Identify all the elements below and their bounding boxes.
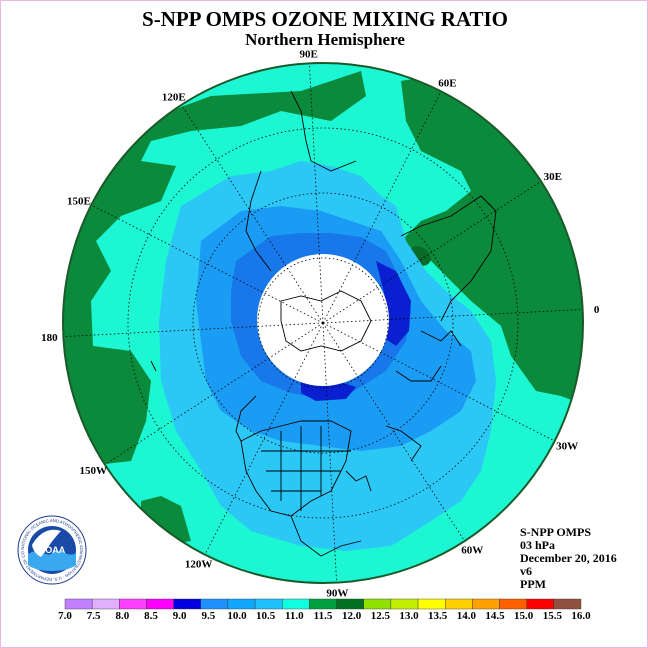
latitude-circle (192, 192, 454, 454)
noaa-logo: NOAA NATIONAL OCEANIC AND ATMOSPHERIC AD… (17, 515, 87, 585)
meridian-line (63, 322, 324, 338)
meridian-line (322, 322, 465, 542)
colorbar-tick-label: 10.5 (256, 610, 276, 622)
colorbar-swatch (119, 598, 147, 610)
longitude-label: 60E (438, 77, 456, 89)
meridian-line (322, 322, 555, 442)
colorbar-tick-label: 8.5 (144, 610, 158, 622)
colorbar-tick-label: 11.0 (285, 610, 304, 622)
longitude-label: 180 (41, 332, 58, 344)
longitude-label: 30E (544, 171, 562, 183)
colorbar-swatch (227, 598, 256, 610)
colorbar-tick-label: 9.0 (173, 610, 187, 622)
colorbar-swatch (472, 598, 500, 610)
colorbar-swatch (254, 598, 283, 610)
colorbar-swatch (146, 598, 174, 610)
colorbar-tick-label: 11.5 (314, 610, 333, 622)
colorbar-tick-label: 15.5 (543, 610, 563, 622)
latitude-circle (257, 257, 389, 389)
colorbar-swatch (390, 598, 419, 610)
colorbar-tick-label: 10.0 (227, 610, 247, 622)
longitude-label: 0 (594, 304, 600, 316)
coastlines (150, 90, 497, 557)
colorbar-swatch (282, 598, 310, 610)
longitude-label: 120W (185, 559, 213, 571)
colorbar-tick-label: 15.0 (514, 610, 534, 622)
meridian-line (322, 181, 542, 324)
meridian-line (204, 322, 324, 555)
meridian-line (322, 322, 338, 583)
longitude-label: 60W (461, 544, 483, 556)
page-subtitle: Northern Hemisphere (245, 30, 405, 49)
latitude-circle (127, 127, 519, 519)
colorbar-swatch (526, 598, 555, 610)
meridian-line (322, 91, 442, 324)
colorbar-tick-label: 9.5 (201, 610, 215, 622)
longitude-label: 120E (162, 92, 186, 104)
colorbar-swatch (336, 598, 364, 610)
colorbar-swatch (363, 598, 392, 610)
colorbar-tick-label: 14.0 (457, 610, 477, 622)
ozone-region-high-west (63, 71, 366, 471)
colorbar-tick-label: 7.0 (58, 610, 72, 622)
info-date: December 20, 2016 (520, 551, 617, 565)
graticule (63, 63, 583, 583)
colorbar-swatch (173, 598, 201, 610)
colorbar-swatch (200, 598, 229, 610)
meridian-line (308, 63, 324, 324)
colorbar-swatch (445, 598, 473, 610)
info-version: v6 (520, 564, 532, 578)
colorbar-swatch (64, 598, 93, 610)
colorbar-swatch (553, 598, 582, 610)
meridian-line (91, 204, 324, 324)
longitude-label: 90E (299, 48, 317, 60)
colorbar-swatch (499, 598, 527, 610)
colorbar-tick-label: 13.0 (399, 610, 419, 622)
colorbar-swatch (91, 598, 120, 610)
colorbar-tick-label: 12.5 (371, 610, 391, 622)
longitude-label: 150E (67, 195, 91, 207)
meridian-line (322, 308, 583, 324)
map-boundary (62, 62, 584, 584)
polar-night-area (257, 254, 389, 386)
meridian-line (104, 322, 324, 465)
colorbar-swatch (309, 598, 337, 610)
info-pressure: 03 hPa (520, 538, 556, 552)
longitude-labels: 90E 60E 30E 0 30W 60W 90W 120W 150W 180 150E 120E (41, 48, 600, 599)
colorbar-tick-label: 13.5 (428, 610, 448, 622)
page-title: S-NPP OMPS OZONE MIXING RATIO (142, 7, 508, 31)
colorbar-swatch (417, 598, 446, 610)
colorbar-tick-label: 14.5 (485, 610, 505, 622)
noaa-logo-text: NOAA (39, 545, 66, 555)
longitude-label: 90W (326, 588, 348, 600)
longitude-label: 30W (556, 441, 578, 453)
colorbar-tick-label: 12.0 (342, 610, 362, 622)
colorbar-tick-label: 8.0 (115, 610, 129, 622)
meridian-line (181, 104, 324, 324)
info-units: PPM (520, 577, 546, 591)
longitude-label: 150W (79, 465, 107, 477)
colorbar-tick-label: 7.5 (87, 610, 101, 622)
colorbar-tick-label: 16.0 (571, 610, 591, 622)
info-instrument: S-NPP OMPS (520, 525, 591, 539)
